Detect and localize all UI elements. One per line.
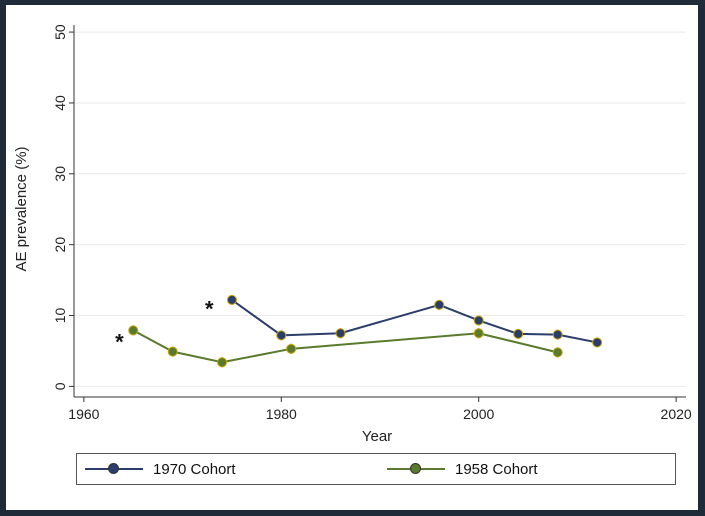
point-1970-cohort-2012 <box>592 337 603 348</box>
series-line-1958-cohort <box>132 329 558 364</box>
legend-key-1958-cohort <box>387 462 445 476</box>
point-1958-cohort-2000 <box>473 328 484 339</box>
grid-lines <box>74 31 686 387</box>
y-axis-label: AE prevalence (%) <box>13 146 30 271</box>
chart-figure: 0 10 20 30 40 50 1960 1980 2000 2020 * * AE preval… <box>6 5 698 510</box>
legend: 1970 Cohort 1958 Cohort <box>76 453 676 485</box>
legend-label-1970-cohort: 1970 Cohort <box>153 460 236 478</box>
point-1970-cohort-1986 <box>335 328 346 339</box>
point-1958-cohort-1974 <box>217 357 228 368</box>
point-1970-cohort-2004 <box>513 328 524 339</box>
legend-item-1970-cohort: 1970 Cohort <box>85 454 236 484</box>
y-tick-label-0: 0 <box>52 382 68 390</box>
y-tick-label-10: 10 <box>52 308 68 324</box>
y-tick-label-40: 40 <box>52 95 68 111</box>
series-layer <box>128 294 603 368</box>
point-1958-cohort-1965 <box>128 325 139 336</box>
point-1970-cohort-1996 <box>434 299 445 310</box>
annotation-layer: ** <box>115 296 214 354</box>
x-tick-label-2000: 2000 <box>463 406 494 422</box>
y-tick-label-50: 50 <box>52 24 68 40</box>
point-1970-cohort-2000 <box>473 315 484 326</box>
x-tick-label-2020: 2020 <box>661 406 692 422</box>
legend-key-1970-cohort <box>85 462 143 476</box>
y-tick-label-30: 30 <box>52 166 68 182</box>
point-1970-cohort-2008 <box>552 329 563 340</box>
legend-item-1958-cohort: 1958 Cohort <box>387 454 538 484</box>
y-tick-label-20: 20 <box>52 237 68 253</box>
point-1958-cohort-2008 <box>552 347 563 358</box>
point-1970-cohort-1975 <box>226 294 237 305</box>
series-line-1970-cohort <box>231 299 598 344</box>
annotation-asterisk-0: * <box>205 296 214 321</box>
x-axis-label: Year <box>362 428 392 445</box>
point-1958-cohort-1981 <box>286 343 297 354</box>
legend-label-1958-cohort: 1958 Cohort <box>455 460 538 478</box>
x-tick-label-1980: 1980 <box>266 406 297 422</box>
point-1958-cohort-1969 <box>167 346 178 357</box>
x-tick-label-1960: 1960 <box>68 406 99 422</box>
point-1970-cohort-1980 <box>276 330 287 341</box>
annotation-asterisk-1: * <box>115 330 124 355</box>
plot-area <box>74 25 686 397</box>
axes: 0 10 20 30 40 50 1960 1980 2000 2020 <box>52 24 692 422</box>
